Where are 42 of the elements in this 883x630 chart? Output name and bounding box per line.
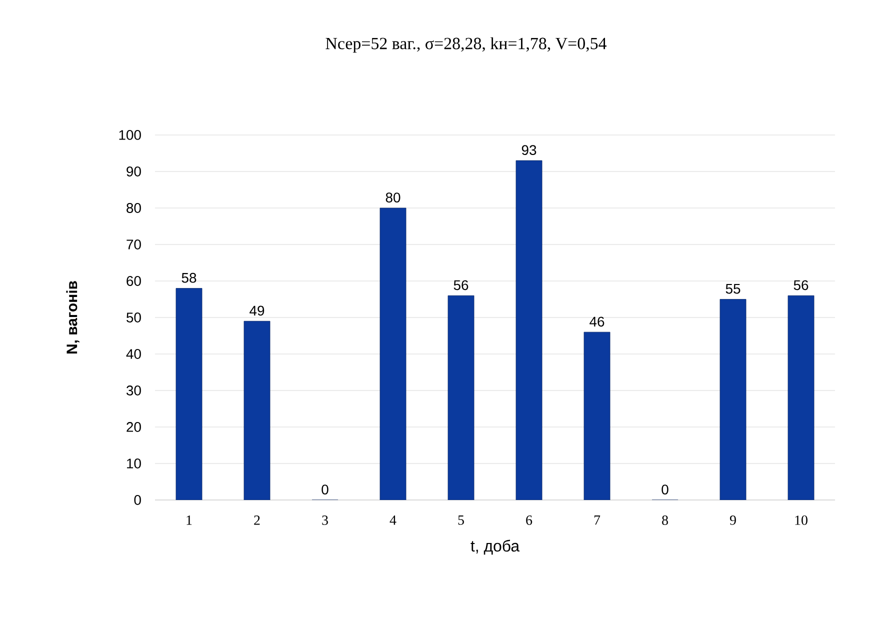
- data-label: 93: [522, 145, 536, 156]
- y-tick-label: 20: [126, 422, 141, 432]
- data-label: 46: [590, 316, 604, 327]
- y-tick-label: 10: [127, 458, 141, 468]
- x-tick-label: 10: [795, 516, 808, 525]
- bar: [720, 299, 746, 500]
- x-tick-label: 6: [526, 516, 532, 525]
- bar: [176, 288, 202, 500]
- bar: [448, 295, 474, 500]
- data-label: 55: [726, 284, 740, 294]
- x-tick-label: 1: [186, 516, 192, 525]
- bar: [584, 332, 610, 500]
- bar: [244, 320, 270, 500]
- bar: [380, 208, 406, 500]
- data-label: 58: [182, 272, 196, 283]
- chart-title: Nсер=52 ваг., σ=28,28, kн=1,78, V=0,54: [326, 37, 607, 53]
- data-label: 0: [662, 484, 668, 494]
- x-tick-label: 9: [730, 516, 736, 525]
- y-tick-label: 0: [134, 495, 141, 505]
- y-tick-label: 40: [126, 349, 141, 359]
- x-tick-label: 3: [322, 516, 328, 525]
- y-tick-label: 80: [126, 203, 141, 213]
- y-tick-label: 70: [126, 240, 141, 250]
- y-tick-label: 50: [126, 312, 141, 322]
- data-label: 56: [454, 280, 468, 290]
- x-tick-label: 8: [662, 516, 668, 525]
- y-tick-label: 60: [126, 276, 141, 286]
- x-tick-label: 4: [390, 516, 396, 525]
- y-tick-label: 30: [126, 386, 141, 396]
- data-label: 0: [322, 484, 328, 494]
- bar: [516, 160, 542, 500]
- x-tick-label: 7: [594, 516, 600, 525]
- x-tick-label: 2: [254, 516, 260, 525]
- y-tick-label: 100: [119, 130, 141, 140]
- x-axis-title: t, доба: [470, 540, 520, 555]
- data-label: 56: [794, 280, 808, 290]
- data-label: 80: [386, 192, 400, 202]
- data-label: 49: [250, 306, 264, 316]
- x-tick-label: 5: [458, 516, 464, 525]
- y-tick-label: 90: [126, 166, 141, 176]
- bar: [788, 295, 814, 500]
- y-axis-title: N, вагонів: [66, 281, 80, 354]
